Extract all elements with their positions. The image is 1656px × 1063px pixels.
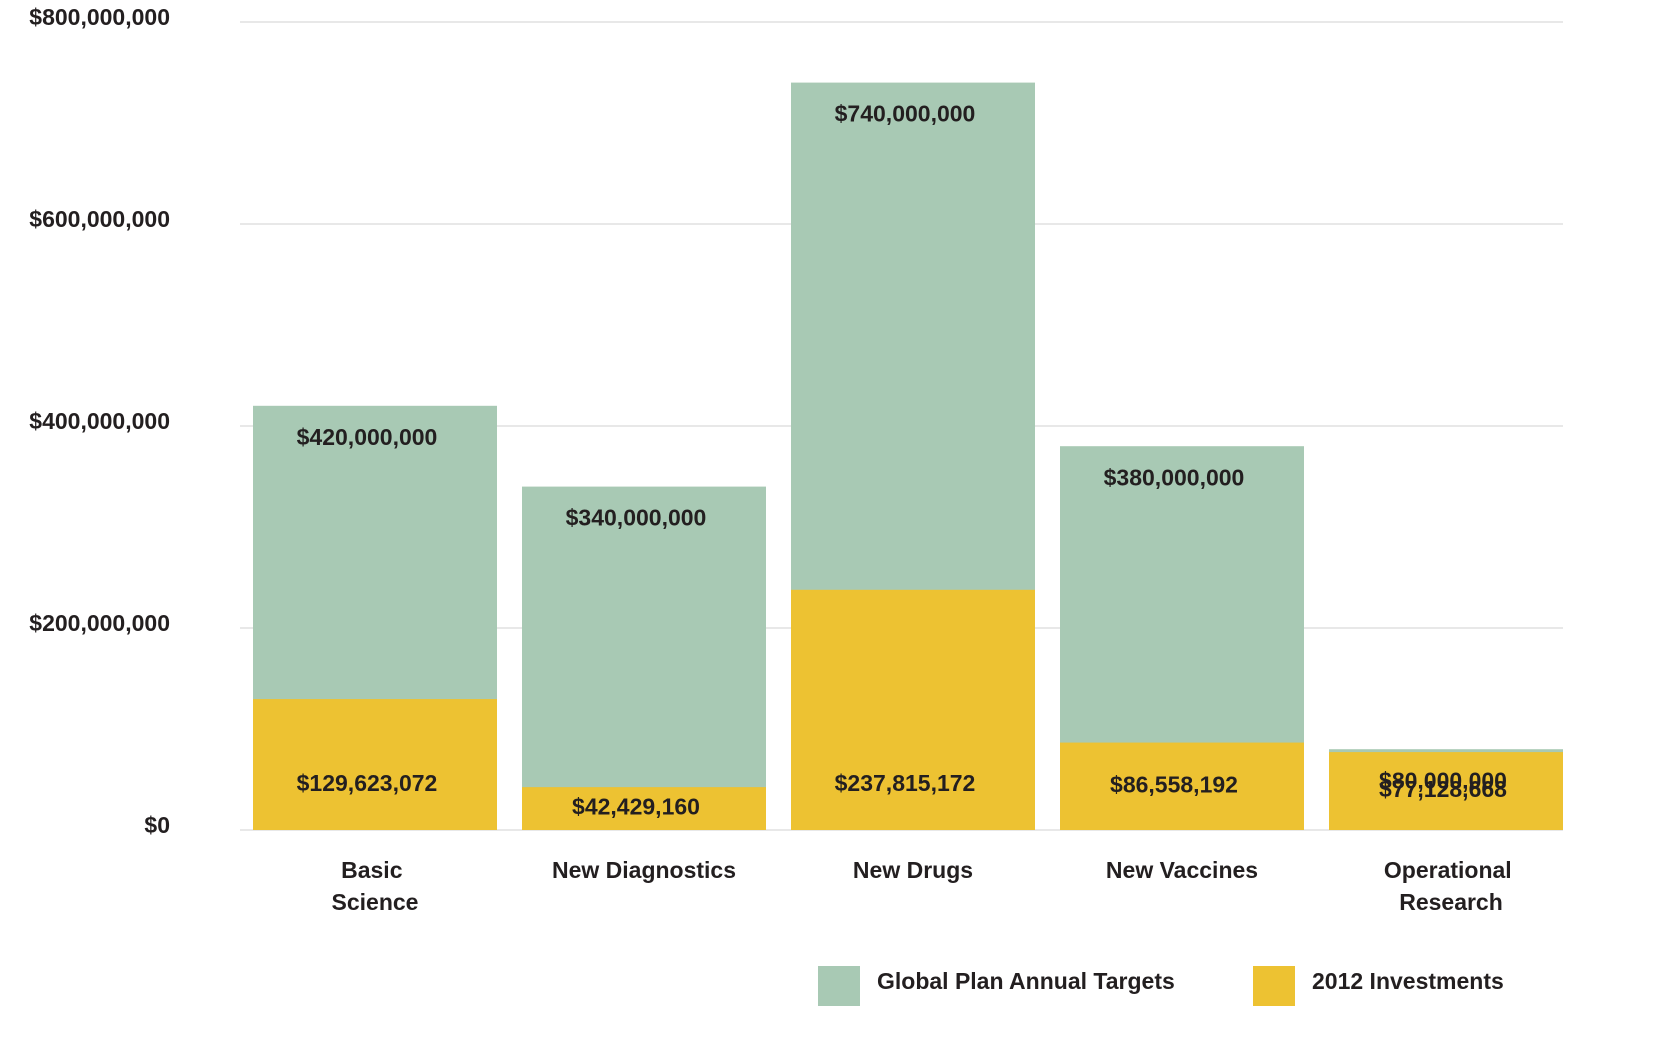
x-tick-label: Operational Research [1384,857,1518,915]
investment-bar [253,699,497,830]
investment-bar [522,787,766,830]
value-label: $380,000,000 [1104,464,1245,490]
legend-label: Global Plan Annual Targets [877,968,1175,994]
legend-swatch [818,966,860,1006]
target-bar [522,486,766,830]
x-tick-label: Basic Science [332,857,419,915]
value-label: $340,000,000 [566,505,707,531]
legend-swatch [1253,966,1295,1006]
value-label: $77,128,668 [1379,776,1507,802]
investment-bar [791,589,1035,830]
investment-bar [1060,742,1304,830]
y-tick-label: $0 [144,812,170,838]
value-label: $237,815,172 [835,770,976,796]
value-label: $80,000,000 [1379,767,1507,793]
x-tick-label: New Drugs [853,857,973,883]
investment-bar [1329,752,1563,830]
value-label: $42,429,160 [572,794,700,820]
value-label: $129,623,072 [297,770,438,796]
y-tick-label: $400,000,000 [29,408,170,434]
legend-label: 2012 Investments [1312,968,1504,994]
value-label: $740,000,000 [835,101,976,127]
labels: $0 $200,000,000 $400,000,000 $600,000,000 $8… [29,4,1518,1006]
y-tick-label: $600,000,000 [29,206,170,232]
x-tick-label: New Diagnostics [552,857,736,883]
y-tick-label: $800,000,000 [29,4,170,30]
value-label: $420,000,000 [297,424,438,450]
y-tick-label: $200,000,000 [29,610,170,636]
x-tick-label: New Vaccines [1106,857,1258,883]
value-label: $86,558,192 [1110,771,1238,797]
bars [253,82,1563,831]
